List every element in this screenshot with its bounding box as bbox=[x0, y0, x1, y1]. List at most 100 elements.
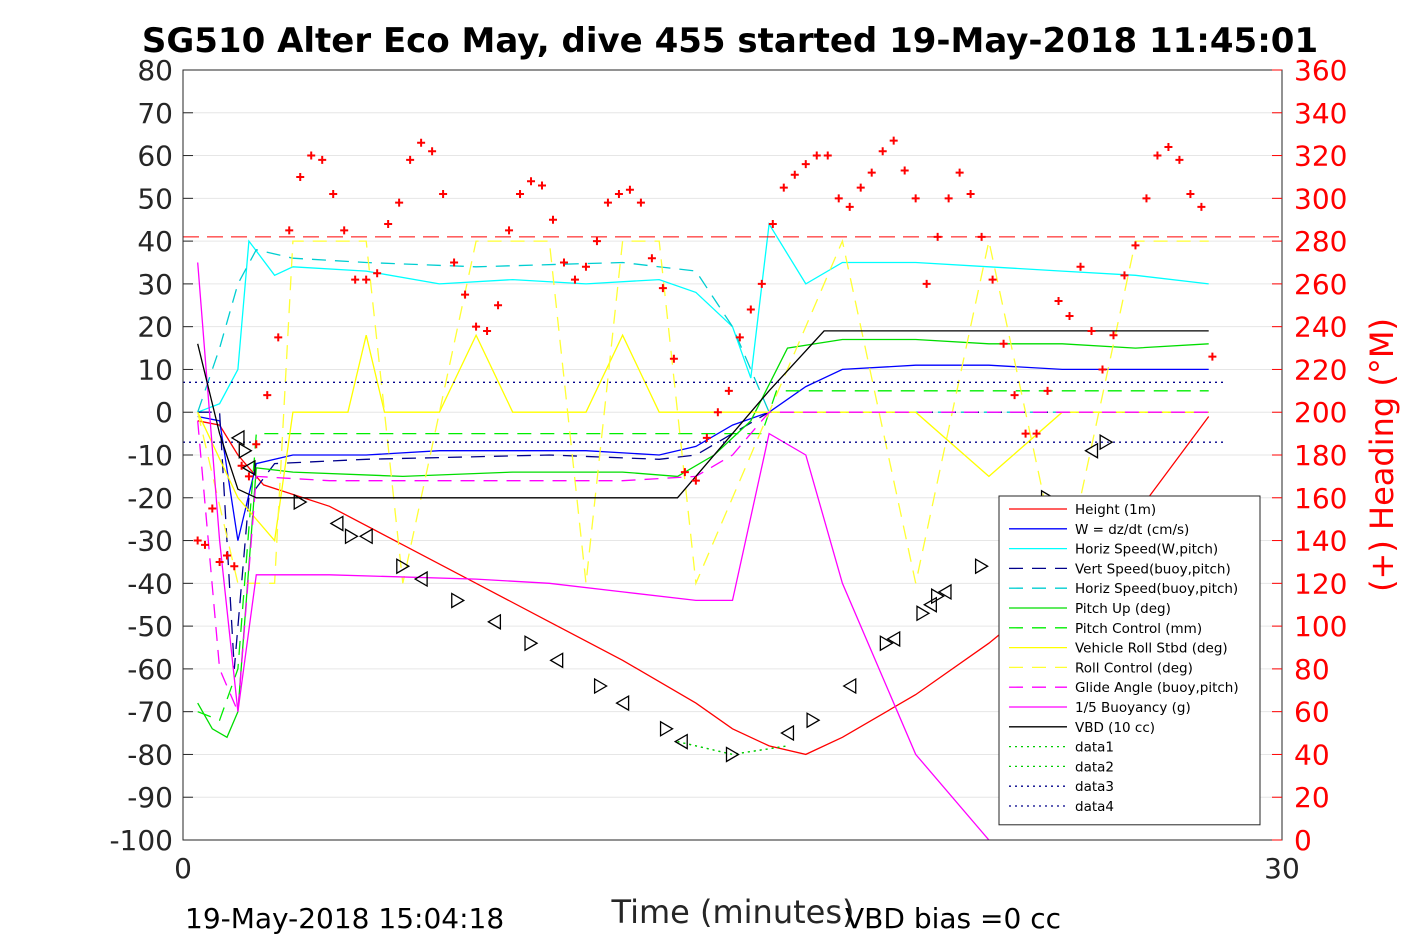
heading-point bbox=[636, 198, 645, 207]
legend-entry: Horiz Speed(W,pitch) bbox=[1075, 542, 1218, 558]
heading-point bbox=[274, 333, 283, 342]
heading-point bbox=[724, 386, 733, 395]
heading-point bbox=[1098, 365, 1107, 374]
heading-point bbox=[900, 166, 909, 175]
triangle-marker bbox=[659, 720, 674, 737]
triangle-marker bbox=[451, 592, 466, 609]
legend-entry: data2 bbox=[1075, 759, 1114, 775]
tick-label-right: 260 bbox=[1294, 268, 1347, 301]
triangle-marker bbox=[549, 652, 564, 669]
tick-label-right: 180 bbox=[1294, 439, 1347, 472]
heading-point bbox=[922, 279, 931, 288]
triangle-marker bbox=[673, 733, 688, 750]
legend-entry: Height (1m) bbox=[1075, 502, 1156, 518]
y-axis-left: 80 70 60 50 40 30 20 10 0 -10 -20 -30 -40 -50 -60 -70 -8… bbox=[109, 54, 193, 857]
heading-point bbox=[889, 136, 898, 145]
triangle-marker bbox=[615, 694, 630, 712]
triangle-marker bbox=[487, 613, 502, 630]
heading-point bbox=[516, 190, 525, 199]
tick-label-left: -60 bbox=[127, 653, 173, 686]
triangle-marker bbox=[806, 712, 821, 729]
tick-label-right: 240 bbox=[1294, 311, 1347, 344]
heading-point bbox=[911, 194, 920, 203]
series-line bbox=[197, 416, 1210, 756]
heading-point bbox=[1131, 241, 1140, 250]
heading-point bbox=[735, 333, 744, 342]
heading-point bbox=[768, 220, 777, 228]
series-group bbox=[183, 222, 1282, 840]
legend-entry: Vehicle Roll Stbd (deg) bbox=[1075, 641, 1228, 657]
heading-point bbox=[977, 232, 986, 241]
tick-label-left: 30 bbox=[137, 268, 173, 301]
tick-label-right: 220 bbox=[1294, 353, 1347, 386]
series-line bbox=[677, 740, 788, 756]
heading-point bbox=[406, 155, 415, 164]
tick-label-right: 160 bbox=[1294, 482, 1347, 515]
heading-point bbox=[461, 290, 470, 299]
heading-point bbox=[603, 198, 612, 207]
heading-point bbox=[845, 202, 854, 211]
heading-point bbox=[790, 170, 799, 179]
heading-point bbox=[1175, 155, 1184, 164]
tick-label-left: -80 bbox=[127, 738, 173, 771]
heading-point bbox=[1109, 331, 1118, 340]
legend-entry: Glide Angle (buoy,pitch) bbox=[1075, 680, 1239, 696]
triangle-marker bbox=[524, 635, 539, 652]
tick-label-right: 120 bbox=[1294, 567, 1347, 600]
heading-point bbox=[285, 226, 294, 235]
series-line bbox=[197, 364, 1209, 541]
heading-point bbox=[856, 183, 865, 192]
heading-point bbox=[647, 254, 656, 263]
tick-label-x: 30 bbox=[1264, 852, 1300, 885]
heading-point bbox=[548, 215, 557, 224]
heading-point bbox=[1120, 271, 1129, 280]
heading-point bbox=[428, 147, 437, 156]
triangle-marker bbox=[358, 528, 373, 545]
heading-point bbox=[1087, 326, 1096, 335]
heading-point bbox=[955, 168, 964, 177]
triangle-marker bbox=[930, 588, 945, 605]
heading-point bbox=[417, 138, 426, 147]
heading-point bbox=[779, 183, 788, 192]
series-line bbox=[197, 262, 990, 840]
heading-point bbox=[307, 151, 316, 160]
heading-point bbox=[801, 160, 810, 169]
series-line bbox=[197, 222, 1209, 413]
tick-label-left: 0 bbox=[155, 396, 173, 429]
heading-point bbox=[834, 194, 843, 203]
tick-label-left: -50 bbox=[127, 610, 173, 643]
triangle-marker bbox=[886, 630, 901, 648]
heading-point bbox=[680, 468, 689, 477]
heading-point bbox=[362, 275, 371, 284]
heading-point bbox=[222, 551, 231, 560]
tick-label-right: 340 bbox=[1294, 97, 1347, 130]
y-axis-right-label: (+) Heading (°M) bbox=[1363, 318, 1401, 592]
legend-entry: W = dz/dt (cm/s) bbox=[1075, 522, 1189, 538]
tick-label-right: 60 bbox=[1294, 696, 1330, 729]
heading-point bbox=[823, 151, 832, 160]
heading-point bbox=[483, 326, 492, 335]
heading-point bbox=[505, 226, 514, 235]
heading-point bbox=[193, 536, 202, 545]
heading-point bbox=[252, 440, 261, 449]
legend-entry: Roll Control (deg) bbox=[1075, 660, 1193, 676]
heading-point bbox=[439, 190, 448, 199]
triangle-marker bbox=[396, 558, 411, 575]
heading-point bbox=[559, 258, 568, 267]
chart-title: SG510 Alter Eco May, dive 455 started 19… bbox=[142, 21, 1318, 61]
legend-entry: data3 bbox=[1075, 779, 1114, 795]
tick-label-right: 140 bbox=[1294, 525, 1347, 558]
heading-point bbox=[614, 190, 623, 199]
heading-point bbox=[658, 284, 667, 293]
heading-point bbox=[570, 275, 579, 284]
heading-point bbox=[263, 391, 272, 400]
tick-label-right: 40 bbox=[1294, 738, 1330, 771]
heading-point bbox=[237, 461, 246, 470]
triangle-marker bbox=[1084, 442, 1099, 459]
triangle-marker bbox=[1099, 434, 1114, 451]
tick-label-left: -70 bbox=[127, 696, 173, 729]
series-line bbox=[197, 333, 1209, 543]
triangle-marker bbox=[329, 515, 344, 532]
legend-box bbox=[998, 495, 1261, 826]
series-line bbox=[197, 238, 1209, 586]
